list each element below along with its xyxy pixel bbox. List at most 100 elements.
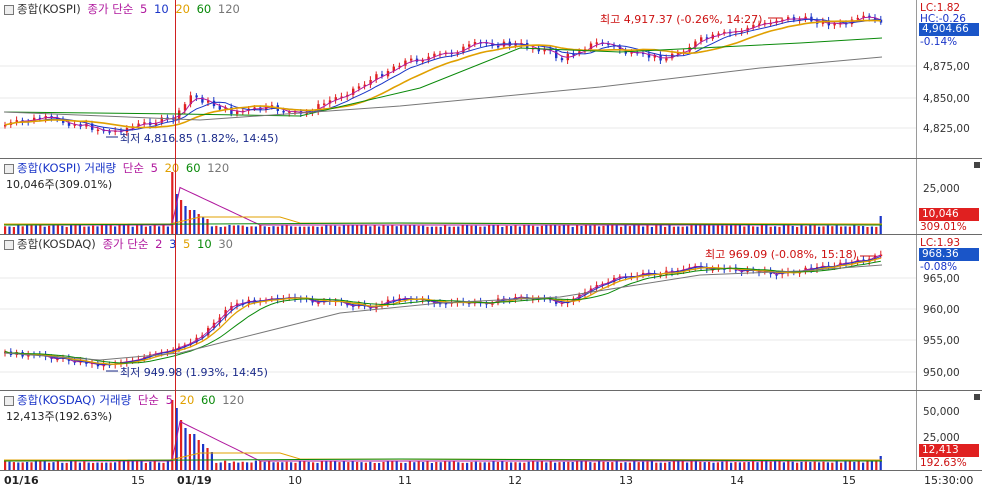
kospi-volume-panel[interactable]: 종합(KOSPI) 거래량 단순 5 20 60 120 10,046주(309… [0, 159, 982, 234]
kospi-vol-legend-ma120: 120 [207, 161, 230, 175]
kosdaq-volume-bar [584, 460, 587, 470]
kosdaq-volume-bar [8, 461, 11, 470]
kosdaq-volume-bar [576, 460, 579, 470]
kospi-candle [700, 37, 703, 42]
kospi-legend-ma120: 120 [217, 2, 240, 16]
kospi-candle [189, 95, 192, 105]
kosdaq-volume-bar [131, 461, 134, 470]
kospi-volume-bar [501, 226, 504, 234]
kospi-candle [375, 74, 378, 80]
kospi-candle [288, 111, 291, 113]
kospi-volume-bar [664, 226, 667, 234]
kospi-vol-ma5-line [4, 186, 876, 226]
kospi-candle [50, 116, 53, 118]
kospi-volume-bars [3, 172, 883, 234]
kospi-volume-bar [329, 225, 332, 234]
kospi-candle [781, 19, 784, 22]
kospi-candle [108, 131, 111, 133]
kosdaq-vol-legend-ma120: 120 [222, 393, 245, 407]
kosdaq-volume-bar [488, 462, 491, 470]
kospi-price-plot[interactable]: 종합(KOSPI) 종가 단순 5 10 20 60 120 최고 4,917.… [0, 0, 917, 158]
kosdaq-volume-bar [611, 462, 614, 470]
kospi-candle [653, 55, 656, 58]
kospi-candle [183, 104, 187, 111]
kospi-candle [137, 123, 140, 127]
kosdaq-volume-bar [342, 460, 345, 470]
kosdaq-price-plot[interactable]: 종합(KOSDAQ) 종가 단순 2 3 5 10 30 최고 969.09 (… [0, 235, 917, 390]
kospi-volume-bar [435, 226, 438, 234]
kospi-volume-bar [12, 226, 15, 234]
kosdaq-volume-bar [870, 461, 873, 470]
kosdaq-volume-bar [677, 461, 680, 470]
kosdaq-lc: LC:1.93 [920, 237, 961, 249]
panel-settings-icon[interactable] [4, 395, 14, 406]
kospi-candle [560, 58, 564, 61]
kosdaq-volume-bar [219, 462, 222, 470]
kospi-volume-bar [686, 226, 689, 234]
kospi-price-panel[interactable]: 종합(KOSPI) 종가 단순 5 10 20 60 120 최고 4,917.… [0, 0, 982, 158]
kosdaq-volume-bar [144, 462, 147, 470]
kospi-volume-bar [796, 226, 799, 234]
kosdaq-volume-bar [307, 461, 310, 470]
kosdaq-volume-bar [496, 461, 499, 470]
kospi-volume-bar [826, 225, 829, 234]
kospi-volume-bar [254, 226, 257, 234]
kosdaq-volume-bar [48, 462, 51, 470]
kosdaq-volume-bar [637, 462, 640, 470]
kosdaq-price-panel[interactable]: 종합(KOSDAQ) 종가 단순 2 3 5 10 30 최고 969.09 (… [0, 235, 982, 390]
panel-settings-icon[interactable] [4, 239, 14, 250]
kosdaq-volume-bar [444, 461, 447, 470]
kospi-volume-bar [483, 226, 486, 234]
kosdaq-volume-bar [518, 462, 521, 470]
kospi-candle [404, 60, 407, 66]
kosdaq-volume-bar [571, 462, 574, 470]
close-panel-icon[interactable] [974, 394, 980, 400]
kosdaq-volume-plot[interactable]: 종합(KOSDAQ) 거래량 단순 5 20 60 120 12,413주(19… [0, 391, 917, 470]
kospi-candle [56, 117, 59, 120]
time-axis[interactable]: 01/16 15 01/19 10 11 12 13 14 15 15:30:0… [0, 470, 982, 490]
kospi-volume-bar [769, 226, 772, 234]
kospi-volume-axis[interactable]: 25,000 [917, 159, 982, 234]
kospi-volume-bar [677, 226, 680, 234]
kosdaq-volume-bar [738, 462, 741, 470]
kosdaq-volume-panel[interactable]: 종합(KOSDAQ) 거래량 단순 5 20 60 120 12,413주(19… [0, 391, 982, 470]
kospi-volume-bar [136, 225, 139, 234]
kosdaq-volume-bar [241, 461, 244, 470]
panel-settings-icon[interactable] [4, 163, 14, 174]
kospi-candle [363, 84, 366, 87]
x-label-date-2: 01/19 [177, 474, 212, 487]
kospi-volume-plot[interactable]: 종합(KOSPI) 거래량 단순 5 20 60 120 10,046주(309… [0, 159, 917, 234]
panel-settings-icon[interactable] [4, 4, 14, 15]
kospi-volume-bar [422, 225, 425, 234]
kosdaq-volume-bar [232, 461, 235, 470]
kosdaq-volume-bar [866, 461, 869, 470]
kosdaq-volume-bar [712, 462, 715, 470]
kosdaq-volume-bar [197, 440, 200, 470]
kospi-volume-bar [857, 225, 860, 234]
kospi-volume-bar [444, 224, 447, 234]
kospi-volume-bar [646, 225, 649, 234]
kospi-candle [253, 107, 256, 109]
kosdaq-volume-bar [448, 461, 451, 470]
kospi-candle [323, 103, 326, 105]
kosdaq-volume-bar [21, 462, 24, 470]
kospi-volume-bar [237, 225, 240, 234]
kospi-volume-bar [558, 225, 561, 234]
kosdaq-volume-bar [382, 461, 385, 470]
kospi-volume-bar [598, 226, 601, 234]
kosdaq-candle [56, 358, 59, 361]
kospi-volume-bar [668, 225, 671, 234]
kospi-candle [717, 33, 720, 36]
kospi-candle [195, 95, 198, 98]
kospi-candle [15, 120, 18, 123]
kosdaq-volume-bar [580, 460, 583, 470]
kospi-volume-bar [109, 225, 112, 234]
close-panel-icon[interactable] [974, 162, 980, 168]
kosdaq-volume-bar [347, 462, 350, 470]
kospi-volume-bar [342, 224, 345, 234]
kospi-volume-bar [518, 226, 521, 234]
kosdaq-volume-bar [140, 461, 143, 470]
kosdaq-volume-bar [655, 462, 658, 470]
kosdaq-ma10-line [4, 260, 881, 364]
kospi-volume-bar [369, 226, 372, 234]
